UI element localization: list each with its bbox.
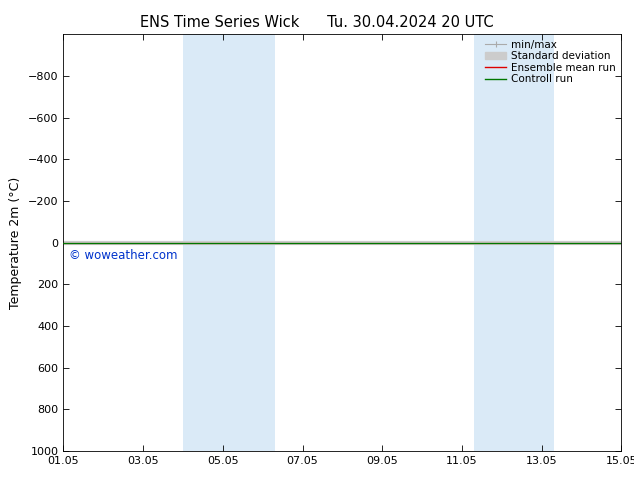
- Text: © woweather.com: © woweather.com: [69, 249, 178, 262]
- Bar: [183, 34, 275, 451]
- Y-axis label: Temperature 2m (°C): Temperature 2m (°C): [10, 176, 22, 309]
- Text: ENS Time Series Wick      Tu. 30.04.2024 20 UTC: ENS Time Series Wick Tu. 30.04.2024 20 U…: [140, 15, 494, 30]
- Legend: min/max, Standard deviation, Ensemble mean run, Controll run: min/max, Standard deviation, Ensemble me…: [483, 37, 618, 86]
- Bar: [474, 34, 553, 451]
